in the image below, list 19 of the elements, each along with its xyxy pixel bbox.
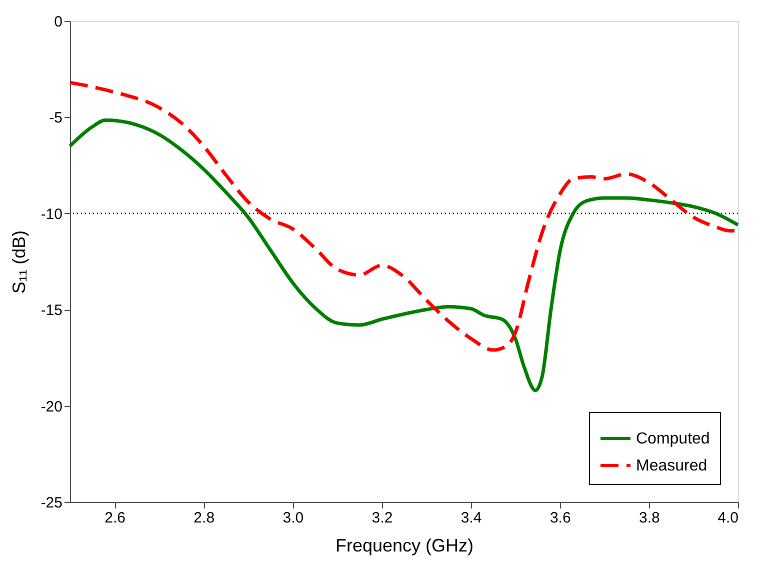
legend-label: Computed [636, 430, 710, 448]
x-tick-label: 2.8 [194, 510, 215, 526]
y-tick-label: -20 [40, 398, 62, 416]
x-tick-label: 2.6 [104, 510, 126, 526]
y-tick-label: -10 [40, 206, 62, 223]
y-tick-label: -25 [40, 494, 62, 512]
x-tick-label: 3.2 [372, 510, 393, 526]
x-axis-title: Frequency (GHz) [335, 536, 474, 556]
y-axis-title: S₁₁ (dB) [8, 230, 29, 294]
line-series [68, 118, 740, 392]
legend-label: Measured [636, 458, 708, 474]
x-tick-label: 4.0 [718, 510, 738, 526]
x-tick-label: 3.6 [550, 510, 571, 526]
y-tick-label: -15 [40, 302, 62, 320]
x-tick-label: 3.0 [282, 510, 304, 526]
y-tick-label: -5 [49, 110, 62, 127]
y-tick-label: 0 [54, 14, 62, 30]
x-tick-label: 3.8 [639, 510, 660, 526]
x-tick-label: 3.4 [460, 510, 482, 526]
